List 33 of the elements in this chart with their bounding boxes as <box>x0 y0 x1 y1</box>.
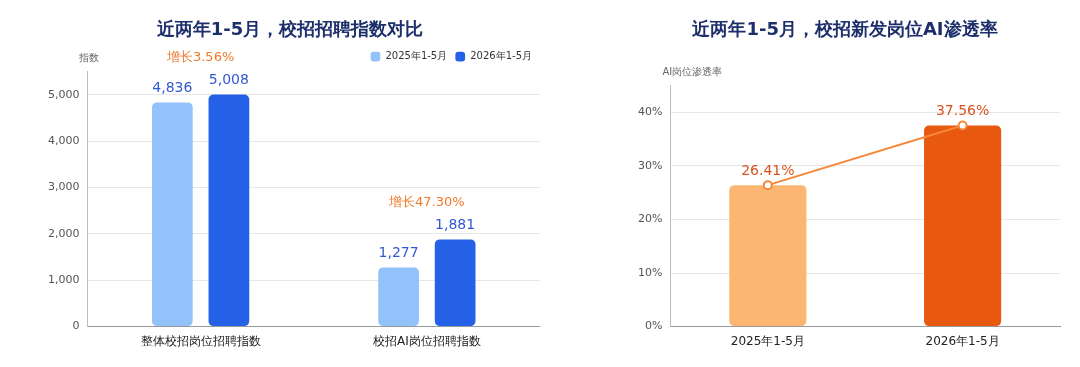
bar <box>208 94 250 327</box>
y-tick-label: 4,000 <box>47 134 80 147</box>
bar <box>378 267 419 327</box>
y-tick-label: 1,000 <box>47 273 80 287</box>
y-tick-label: 3,000 <box>47 180 80 194</box>
data-label: 5,008 <box>208 71 249 88</box>
chart-title: 近两年1-5月，校招新发岗位AI渗透率 <box>691 18 998 40</box>
text: 增长3.56% <box>165 49 235 65</box>
y-axis-title: AI岗位渗透率 <box>662 66 723 78</box>
y-tick-label: 0 <box>72 319 80 333</box>
y-tick-label: 20% <box>638 212 663 226</box>
x-tick-label: 校招AI岗位招聘指数 <box>372 333 481 348</box>
y-tick-label: 10% <box>638 265 663 279</box>
y-tick-label: 40% <box>638 105 663 119</box>
bar <box>434 239 476 327</box>
x-tick-label: 整体校招岗位招聘指数 <box>140 333 261 348</box>
y-axis-title: 指数 <box>78 52 100 64</box>
x-tick-label: 2026年1-5月 <box>925 333 1000 348</box>
data-label: 1,881 <box>435 216 476 233</box>
data-label: 37.56% <box>935 102 990 119</box>
annotation: 增长47.30% <box>388 194 465 210</box>
bar <box>151 102 193 327</box>
y-tick-label: 0% <box>645 319 663 333</box>
legend-label: 2026年1-5月 <box>470 50 533 62</box>
y-tick-label: 2,000 <box>47 226 80 240</box>
y-tick-label: 30% <box>638 158 663 172</box>
chart-title: 近两年1-5月，校招招聘指数对比 <box>155 18 424 40</box>
legend-label: 2025年1-5月 <box>385 50 448 62</box>
x-tick-label: 2025年1-5月 <box>730 333 805 348</box>
data-label: 1,277 <box>378 244 419 261</box>
data-label: 26.41% <box>741 161 795 178</box>
y-tick-label: 5,000 <box>47 87 80 101</box>
data-label: 4,836 <box>152 79 193 96</box>
